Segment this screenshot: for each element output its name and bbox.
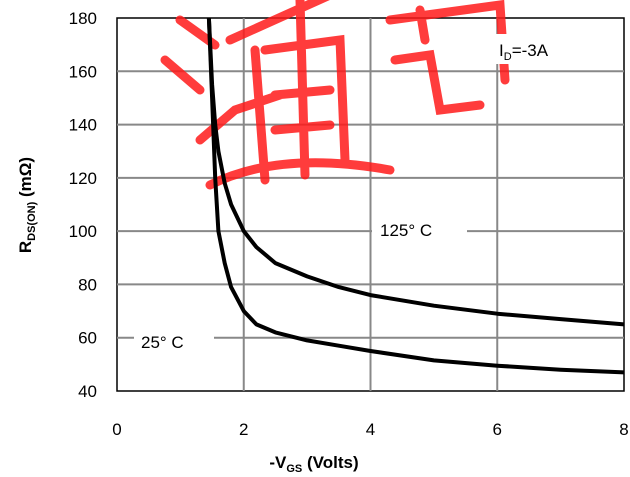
series-125c-line: [206, 17, 625, 327]
y-tick-label: 80: [78, 275, 97, 294]
y-tick-label: 120: [69, 169, 97, 188]
y-tick-label: 100: [69, 222, 97, 241]
x-tick-label: 8: [619, 420, 628, 439]
y-axis-title: RDS(ON) (mΩ): [16, 157, 38, 253]
label-125c: 125° C: [380, 221, 432, 240]
y-tick-label: 180: [69, 9, 97, 28]
y-tick-label: 160: [69, 62, 97, 81]
label-25c-bg: [134, 328, 214, 356]
x-tick-label: 0: [112, 420, 121, 439]
label-125c-bg: [372, 216, 467, 244]
y-tick-labels: 40 60 80 100 120 140 160 180: [69, 9, 97, 401]
label-25c: 25° C: [141, 333, 184, 352]
y-tick-label: 40: [78, 382, 97, 401]
x-tick-label: 2: [239, 420, 248, 439]
y-tick-label: 60: [78, 329, 97, 348]
x-tick-label: 4: [366, 420, 375, 439]
x-axis-title: -VGS (Volts): [269, 453, 358, 475]
annotation-id: ID=-3A: [499, 41, 549, 63]
annotation-bg: [494, 34, 582, 64]
watermark: [160, 0, 510, 190]
series-25c-line: [206, 17, 625, 375]
x-tick-label: 6: [493, 420, 502, 439]
y-tick-label: 140: [69, 116, 97, 135]
x-tick-labels: 0 2 4 6 8: [112, 420, 628, 439]
